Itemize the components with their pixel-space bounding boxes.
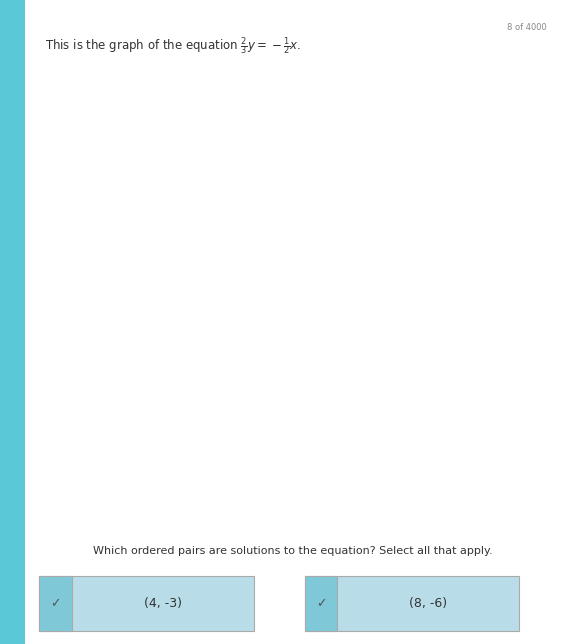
Text: -4: -4 [277,406,286,415]
Text: 8: 8 [524,309,530,318]
Text: -6: -6 [114,309,122,318]
Text: ✓: ✓ [51,597,61,611]
Text: -5: -5 [277,433,286,442]
Text: 1: 1 [320,309,325,318]
Text: 4: 4 [407,309,413,318]
Text: -3: -3 [201,309,210,318]
Text: 7: 7 [281,101,286,110]
Text: Which ordered pairs are solutions to the equation? Select all that apply.: Which ordered pairs are solutions to the… [94,545,493,556]
Text: 6: 6 [466,309,471,318]
Text: -7: -7 [277,489,286,498]
Text: -8: -8 [277,516,286,526]
Text: -5: -5 [143,309,151,318]
Text: 2: 2 [349,309,354,318]
Text: 2: 2 [281,240,286,249]
Text: -1: -1 [277,323,286,332]
Text: y: y [299,53,305,63]
Text: (4, -3): (4, -3) [144,597,182,611]
Text: 8: 8 [281,73,286,82]
Text: 3: 3 [378,309,384,318]
Text: -2: -2 [231,309,239,318]
Text: 5: 5 [437,309,442,318]
Text: -7: -7 [85,309,93,318]
Text: 8 of 4000: 8 of 4000 [508,23,547,32]
Text: -8: -8 [55,309,64,318]
Text: -4: -4 [173,309,180,318]
Text: -2: -2 [277,350,286,359]
Text: 1: 1 [281,267,286,276]
Text: (8, -6): (8, -6) [409,597,447,611]
Text: 7: 7 [495,309,500,318]
Text: 6: 6 [281,129,286,138]
Text: 5: 5 [281,156,286,166]
Text: 3: 3 [281,212,286,221]
Text: ✓: ✓ [316,597,326,611]
Text: 4: 4 [281,184,286,193]
Text: x: x [543,283,549,294]
Text: -3: -3 [277,378,286,387]
Text: This is the graph of the equation $\frac{2}{3}y = -\frac{1}{2}x$.: This is the graph of the equation $\frac… [45,35,302,57]
Text: -6: -6 [277,461,286,470]
Text: -1: -1 [260,309,268,318]
